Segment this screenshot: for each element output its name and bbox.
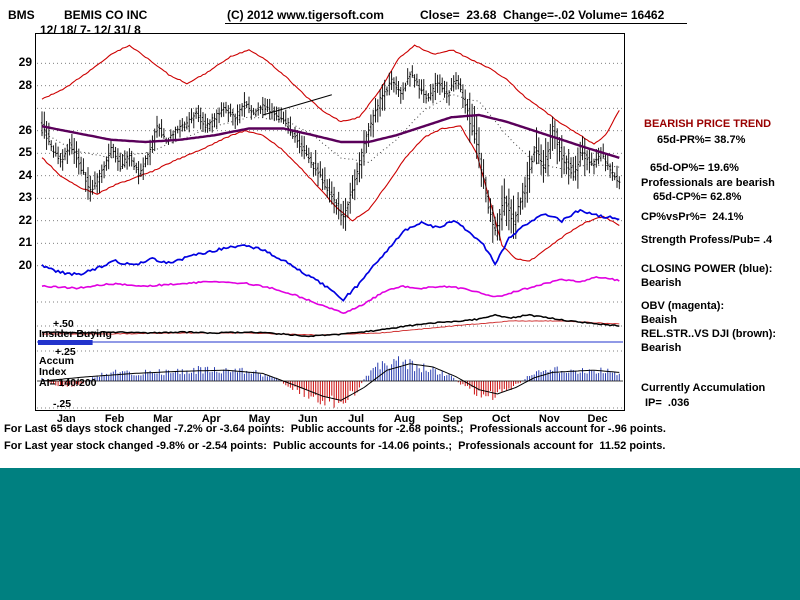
accum-index-value: AI= 140/200 bbox=[39, 377, 97, 389]
month-axis-label: Apr bbox=[201, 413, 221, 425]
rel-strength-title: REL.STR..VS DJI (brown): bbox=[641, 328, 777, 340]
month-axis-label: Sep bbox=[442, 413, 463, 425]
copyright-text: (C) 2012 www.tigersoft.com bbox=[227, 8, 384, 22]
price-axis-label: 25 bbox=[18, 145, 32, 160]
accum-index-label-2: Index bbox=[39, 366, 67, 378]
ticker-symbol: BMS bbox=[8, 8, 35, 22]
accumulation-note: Currently Accumulation bbox=[641, 382, 766, 394]
month-axis-label: Feb bbox=[104, 413, 125, 425]
month-axis-label: Nov bbox=[538, 413, 560, 425]
accum-index-label-1: Accum bbox=[39, 355, 75, 367]
price-axis-label: 20 bbox=[18, 257, 32, 272]
scale-label-minus25: -.25 bbox=[53, 398, 72, 410]
month-axis-label: Jun bbox=[298, 413, 318, 425]
price-axis: 29 28 26 25 24 23 22 21 20 bbox=[5, 0, 32, 430]
month-axis-label: Oct bbox=[491, 413, 511, 425]
stat-cp-vs-pr: CP%vsPr%= 24.1% bbox=[641, 211, 744, 223]
stat-ip: IP= .036 bbox=[645, 397, 690, 409]
month-axis: Jan Feb Mar Apr May Jun Jul Aug Sep Oct Nov Dec bbox=[0, 413, 800, 429]
price-chart-svg bbox=[37, 44, 623, 409]
quote-summary: Close= 23.68 Change=-.02 Volume= 16462 bbox=[420, 8, 665, 22]
price-axis-label: 26 bbox=[18, 122, 32, 137]
price-axis-label: 21 bbox=[18, 235, 32, 250]
price-axis-label: 23 bbox=[18, 190, 32, 205]
month-axis-label: Jul bbox=[348, 413, 365, 425]
closing-power-status: Bearish bbox=[641, 277, 682, 289]
price-axis-label: 22 bbox=[18, 212, 32, 227]
price-axis-label: 28 bbox=[18, 77, 32, 92]
stat-65d-op: 65d-OP%= 19.6% bbox=[650, 162, 739, 174]
scale-label-plus25: +.25 bbox=[55, 346, 76, 358]
rel-strength-status: Bearish bbox=[641, 342, 682, 354]
scale-label-plus50: +.50 bbox=[53, 318, 74, 330]
price-axis-label: 29 bbox=[18, 55, 32, 70]
summary-line-1: For Last 65 days stock changed -7.2% or … bbox=[4, 423, 666, 435]
closing-power-title: CLOSING POWER (blue): bbox=[641, 263, 773, 275]
chart-area: +.50 Insider Buying +.25 Accum Index AI=… bbox=[35, 33, 625, 411]
stat-65d-cp: 65d-CP%= 62.8% bbox=[653, 191, 742, 203]
company-name: BEMIS CO INC bbox=[64, 8, 148, 22]
obv-title: OBV (magenta): bbox=[641, 300, 725, 312]
professionals-note: Professionals are bearish bbox=[641, 177, 775, 189]
obv-status: Beaish bbox=[641, 314, 678, 326]
month-axis-label: Jan bbox=[56, 413, 76, 425]
stat-strength-ratio: Strength Profess/Pub= .4 bbox=[641, 234, 773, 246]
header-underline bbox=[225, 23, 687, 24]
trend-headline: BEARISH PRICE TREND bbox=[644, 118, 772, 130]
insider-buying-label: Insider Buying bbox=[39, 328, 112, 340]
month-axis-label: Dec bbox=[587, 413, 608, 425]
month-axis-label: May bbox=[248, 413, 271, 425]
price-axis-label: 24 bbox=[18, 167, 32, 182]
footer-background bbox=[0, 468, 800, 600]
month-axis-label: Mar bbox=[153, 413, 173, 425]
summary-line-2: For Last year stock changed -9.8% or -2.… bbox=[4, 440, 666, 452]
month-axis-label: Aug bbox=[393, 413, 416, 425]
stat-65d-pr: 65d-PR%= 38.7% bbox=[657, 134, 746, 146]
